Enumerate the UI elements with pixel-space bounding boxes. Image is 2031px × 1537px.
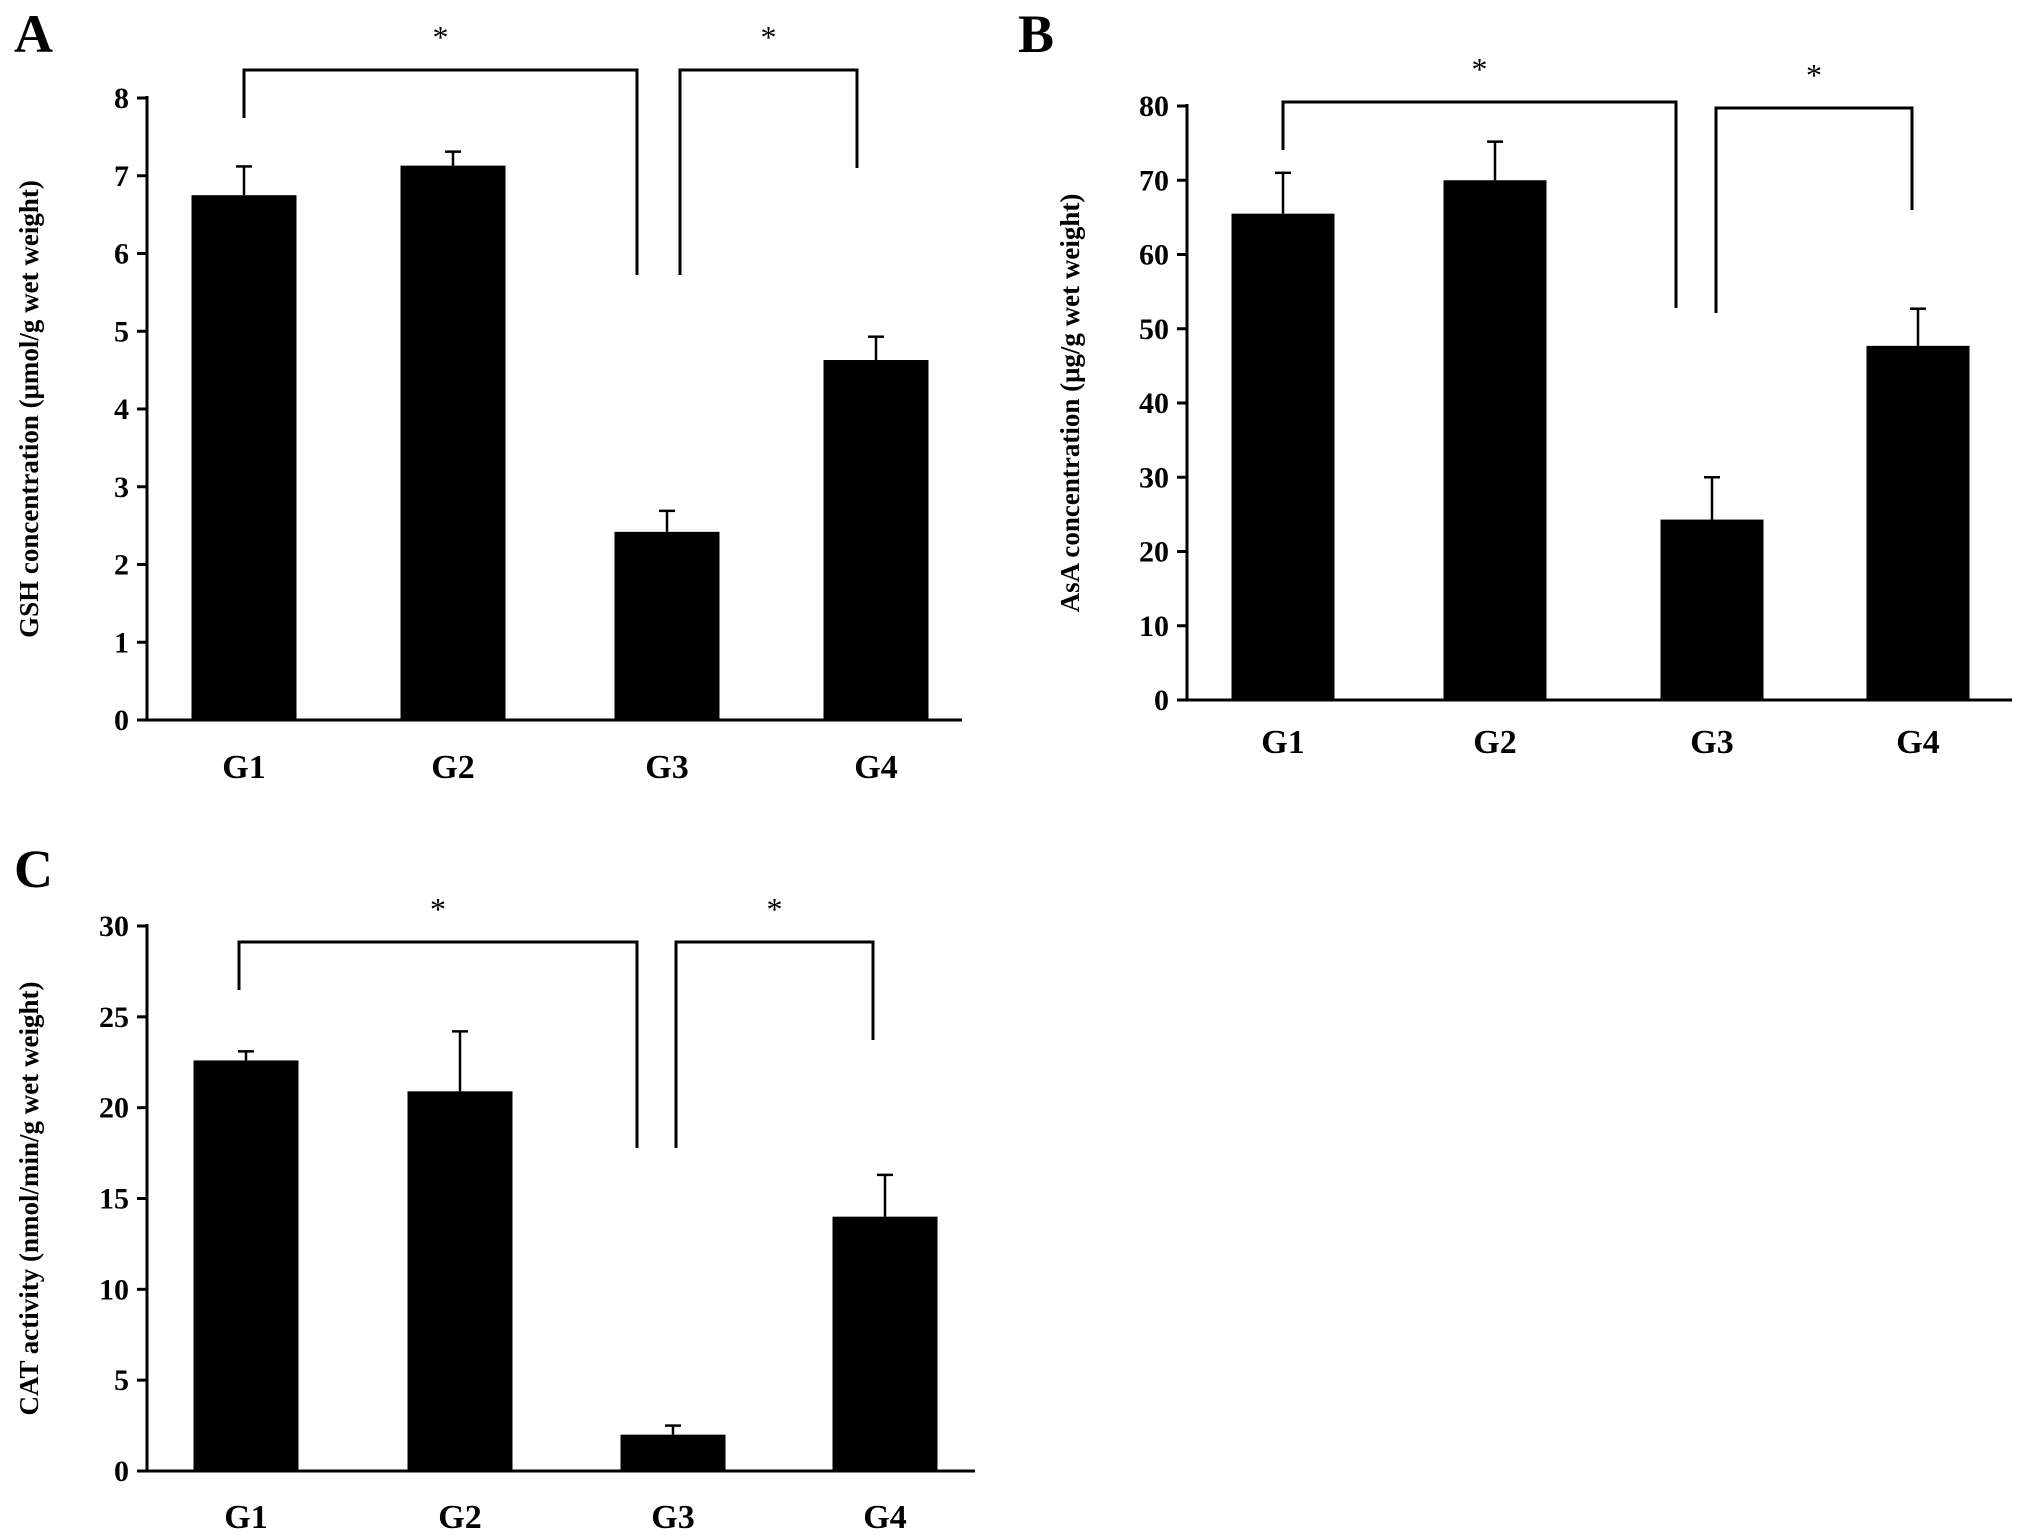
bar-g3 [614,531,720,720]
category-label-g3: G3 [645,749,688,786]
chart-panel-c: C 0 5 10 15 20 25 30 CAT activity (nmol/min/g we… [14,839,975,1536]
y-tick-label: 0 [114,1455,129,1488]
y-tick-label: 15 [99,1183,129,1216]
category-label-g3: G3 [651,1499,694,1536]
bar-g2 [407,1091,513,1471]
y-tick-label: 8 [114,82,129,115]
y-tick-label: 10 [1139,610,1169,643]
y-axis-title: GSH concentration (μmol/g wet weight) [14,180,44,638]
bar-g3 [1660,519,1764,700]
significance-bracket [242,68,639,275]
significance-marker: * [433,19,449,55]
bar-g1 [191,195,297,720]
y-tick-label: 80 [1139,90,1169,123]
y-axis-title: CAT activity (nmol/min/g wet weight) [14,982,44,1416]
bar-g2 [1443,180,1547,700]
y-tick-label: 40 [1139,387,1169,420]
bar-g1 [1231,213,1335,700]
category-label-g2: G2 [438,1499,481,1536]
y-tick-label: 0 [114,704,129,737]
y-tick-label: 30 [99,910,129,943]
significance-bracket [237,940,639,1148]
bar-g2 [400,165,506,720]
significance-marker: * [767,891,783,927]
y-tick-label: 20 [99,1092,129,1125]
y-tick-label: 2 [114,549,129,582]
y-tick-label: 30 [1139,461,1169,494]
significance-bracket [1281,100,1678,308]
category-label-g2: G2 [431,749,474,786]
y-tick-label: 1 [114,626,129,659]
panel-letter: C [14,839,53,899]
y-tick-label: 70 [1139,164,1169,197]
significance-bracket [1714,106,1914,313]
y-tick-label: 3 [114,471,129,504]
y-tick-label: 0 [1154,684,1169,717]
category-label-g1: G1 [1261,724,1304,761]
bar-g1 [193,1060,299,1471]
category-label-g1: G1 [224,1499,267,1536]
y-tick-label: 4 [114,393,129,426]
y-axis-title: AsA concentration (μg/g wet weight) [1055,194,1085,613]
y-tick-label: 5 [114,1364,129,1397]
category-label-g4: G4 [854,749,897,786]
category-label-g3: G3 [1690,724,1733,761]
category-label-g4: G4 [1896,724,1939,761]
y-tick-label: 6 [114,238,129,271]
y-tick-label: 10 [99,1273,129,1306]
chart-panel-b: B 0 10 20 30 40 50 60 70 80 AsA concentration (μg/… [1018,4,2012,761]
category-label-g4: G4 [863,1499,906,1536]
category-label-g2: G2 [1473,724,1516,761]
y-tick-label: 50 [1139,313,1169,346]
y-tick-label: 7 [114,160,129,193]
significance-marker: * [761,19,777,55]
chart-panel-a: A 0 1 2 3 4 5 6 7 8 GSH concentration (μmol/g wet … [14,4,962,786]
panel-letter: A [14,4,53,64]
bar-g3 [620,1434,726,1471]
y-tick-label: 5 [114,315,129,348]
bar-g4 [832,1216,938,1471]
panel-letter: B [1018,4,1054,64]
y-tick-label: 25 [99,1001,129,1034]
bar-g4 [823,360,929,720]
significance-marker: * [430,891,446,927]
y-tick-label: 60 [1139,239,1169,272]
significance-marker: * [1806,57,1822,93]
y-tick-label: 20 [1139,536,1169,569]
bar-g4 [1866,345,1970,700]
significance-bracket [678,68,859,275]
significance-bracket [674,940,875,1148]
significance-marker: * [1472,51,1488,87]
category-label-g1: G1 [222,749,265,786]
